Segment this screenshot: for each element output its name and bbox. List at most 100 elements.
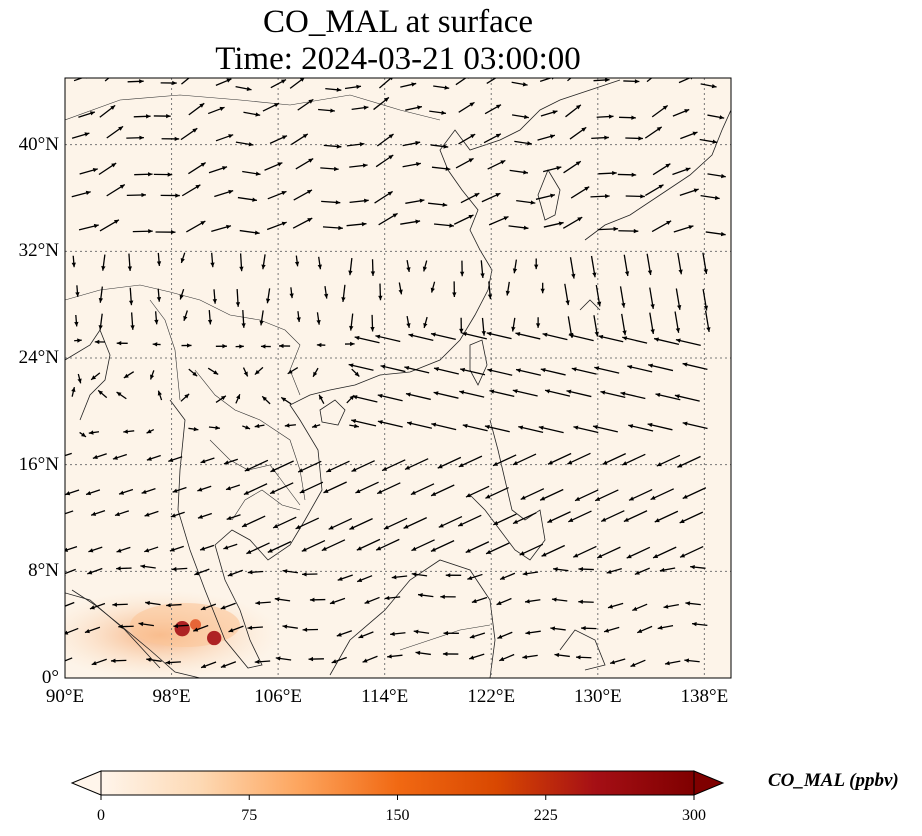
wind-arrow xyxy=(650,488,675,501)
wind-arrow xyxy=(578,599,594,605)
wind-arrow xyxy=(644,126,663,139)
wind-arrow xyxy=(144,510,159,517)
wind-arrow xyxy=(598,226,619,232)
wind-arrow xyxy=(590,255,597,278)
wind-arrow xyxy=(405,198,425,204)
wind-arrow xyxy=(235,85,252,92)
wind-arrow xyxy=(344,84,362,90)
wind-arrow xyxy=(116,391,127,400)
wind-arrow xyxy=(483,133,502,144)
wind-arrow xyxy=(104,78,110,82)
wind-arrow xyxy=(618,228,639,234)
wind-arrow xyxy=(487,159,506,170)
wind-arrow xyxy=(116,566,132,571)
wind-arrow xyxy=(282,624,298,629)
wind-arrow xyxy=(376,482,401,495)
wind-arrow xyxy=(542,332,568,341)
wind-arrow xyxy=(535,317,541,328)
wind-arrow xyxy=(552,567,569,572)
wind-arrow xyxy=(112,453,127,460)
wind-arrow xyxy=(155,229,176,235)
wind-arrow xyxy=(235,288,241,307)
wind-arrow xyxy=(180,252,186,264)
wind-arrow xyxy=(344,341,355,347)
wind-arrow xyxy=(480,260,485,278)
wind-arrow xyxy=(685,601,701,606)
wind-arrow xyxy=(443,631,459,636)
wind-arrow xyxy=(569,257,576,279)
wind-arrow xyxy=(656,454,681,467)
wind-arrow xyxy=(375,334,401,343)
wind-arrow xyxy=(373,96,390,111)
wind-arrow xyxy=(437,456,462,469)
wind-arrow xyxy=(352,395,378,403)
wind-arrow xyxy=(682,487,707,500)
wind-arrow xyxy=(702,289,709,311)
wind-arrow xyxy=(90,372,101,381)
wind-arrow xyxy=(384,595,401,601)
wind-arrow xyxy=(465,541,490,554)
wind-arrow xyxy=(505,281,511,296)
wind-arrow xyxy=(429,110,447,115)
wind-arrow xyxy=(223,458,239,465)
wind-arrow xyxy=(290,133,309,146)
wind-arrow xyxy=(318,108,335,113)
wind-arrow xyxy=(308,656,324,662)
wind-arrow xyxy=(645,184,664,197)
wind-arrow xyxy=(594,489,619,502)
wind-arrow xyxy=(272,516,297,529)
wind-arrow xyxy=(415,650,431,656)
wind-arrow xyxy=(430,144,449,149)
wind-arrow xyxy=(547,511,571,524)
wind-arrow xyxy=(471,596,488,604)
wind-arrow xyxy=(153,113,171,119)
wind-arrow xyxy=(106,125,124,139)
wind-arrow xyxy=(267,190,287,200)
wind-arrow xyxy=(468,653,485,660)
wind-arrow xyxy=(98,162,117,176)
wind-arrow xyxy=(383,517,408,530)
wind-arrow xyxy=(431,422,457,431)
wind-arrow xyxy=(78,111,96,118)
wind-arrow xyxy=(636,625,653,634)
wind-arrow xyxy=(511,317,516,332)
wind-arrow xyxy=(65,601,75,607)
wind-arrow xyxy=(299,481,324,494)
wind-arrow xyxy=(602,453,626,465)
wind-arrow xyxy=(264,162,283,171)
wind-arrow xyxy=(247,625,263,630)
lon-tick-label: 138°E xyxy=(680,686,729,707)
wind-arrow xyxy=(351,368,360,377)
wind-arrow xyxy=(438,515,463,528)
wind-arrow xyxy=(653,337,680,345)
wind-arrow xyxy=(657,625,674,630)
wind-arrow xyxy=(65,452,72,457)
wind-arrow xyxy=(691,621,708,627)
wind-arrow xyxy=(354,335,380,344)
wind-arrow xyxy=(282,569,299,574)
wind-arrow xyxy=(188,162,207,175)
wind-arrow xyxy=(405,392,431,401)
wind-arrow xyxy=(88,430,100,435)
wind-arrow xyxy=(153,172,173,177)
wind-arrow xyxy=(377,393,403,402)
wind-arrow xyxy=(623,510,648,523)
wind-arrow xyxy=(228,625,244,633)
wind-arrow xyxy=(562,216,583,229)
wind-arrow xyxy=(200,661,217,669)
wind-arrow xyxy=(337,574,353,581)
wind-arrow xyxy=(65,510,74,515)
wind-arrow xyxy=(356,575,373,583)
wind-arrow xyxy=(564,283,570,306)
wind-arrow xyxy=(99,104,116,118)
wind-arrow xyxy=(349,313,354,331)
wind-arrow xyxy=(235,141,254,147)
wind-arrow xyxy=(378,283,383,301)
wind-arrow xyxy=(573,425,599,434)
wind-arrow xyxy=(411,539,435,552)
wind-arrow xyxy=(487,281,493,300)
wind-arrow xyxy=(705,231,726,237)
wind-arrow xyxy=(118,488,134,495)
wind-arrow xyxy=(275,656,292,661)
